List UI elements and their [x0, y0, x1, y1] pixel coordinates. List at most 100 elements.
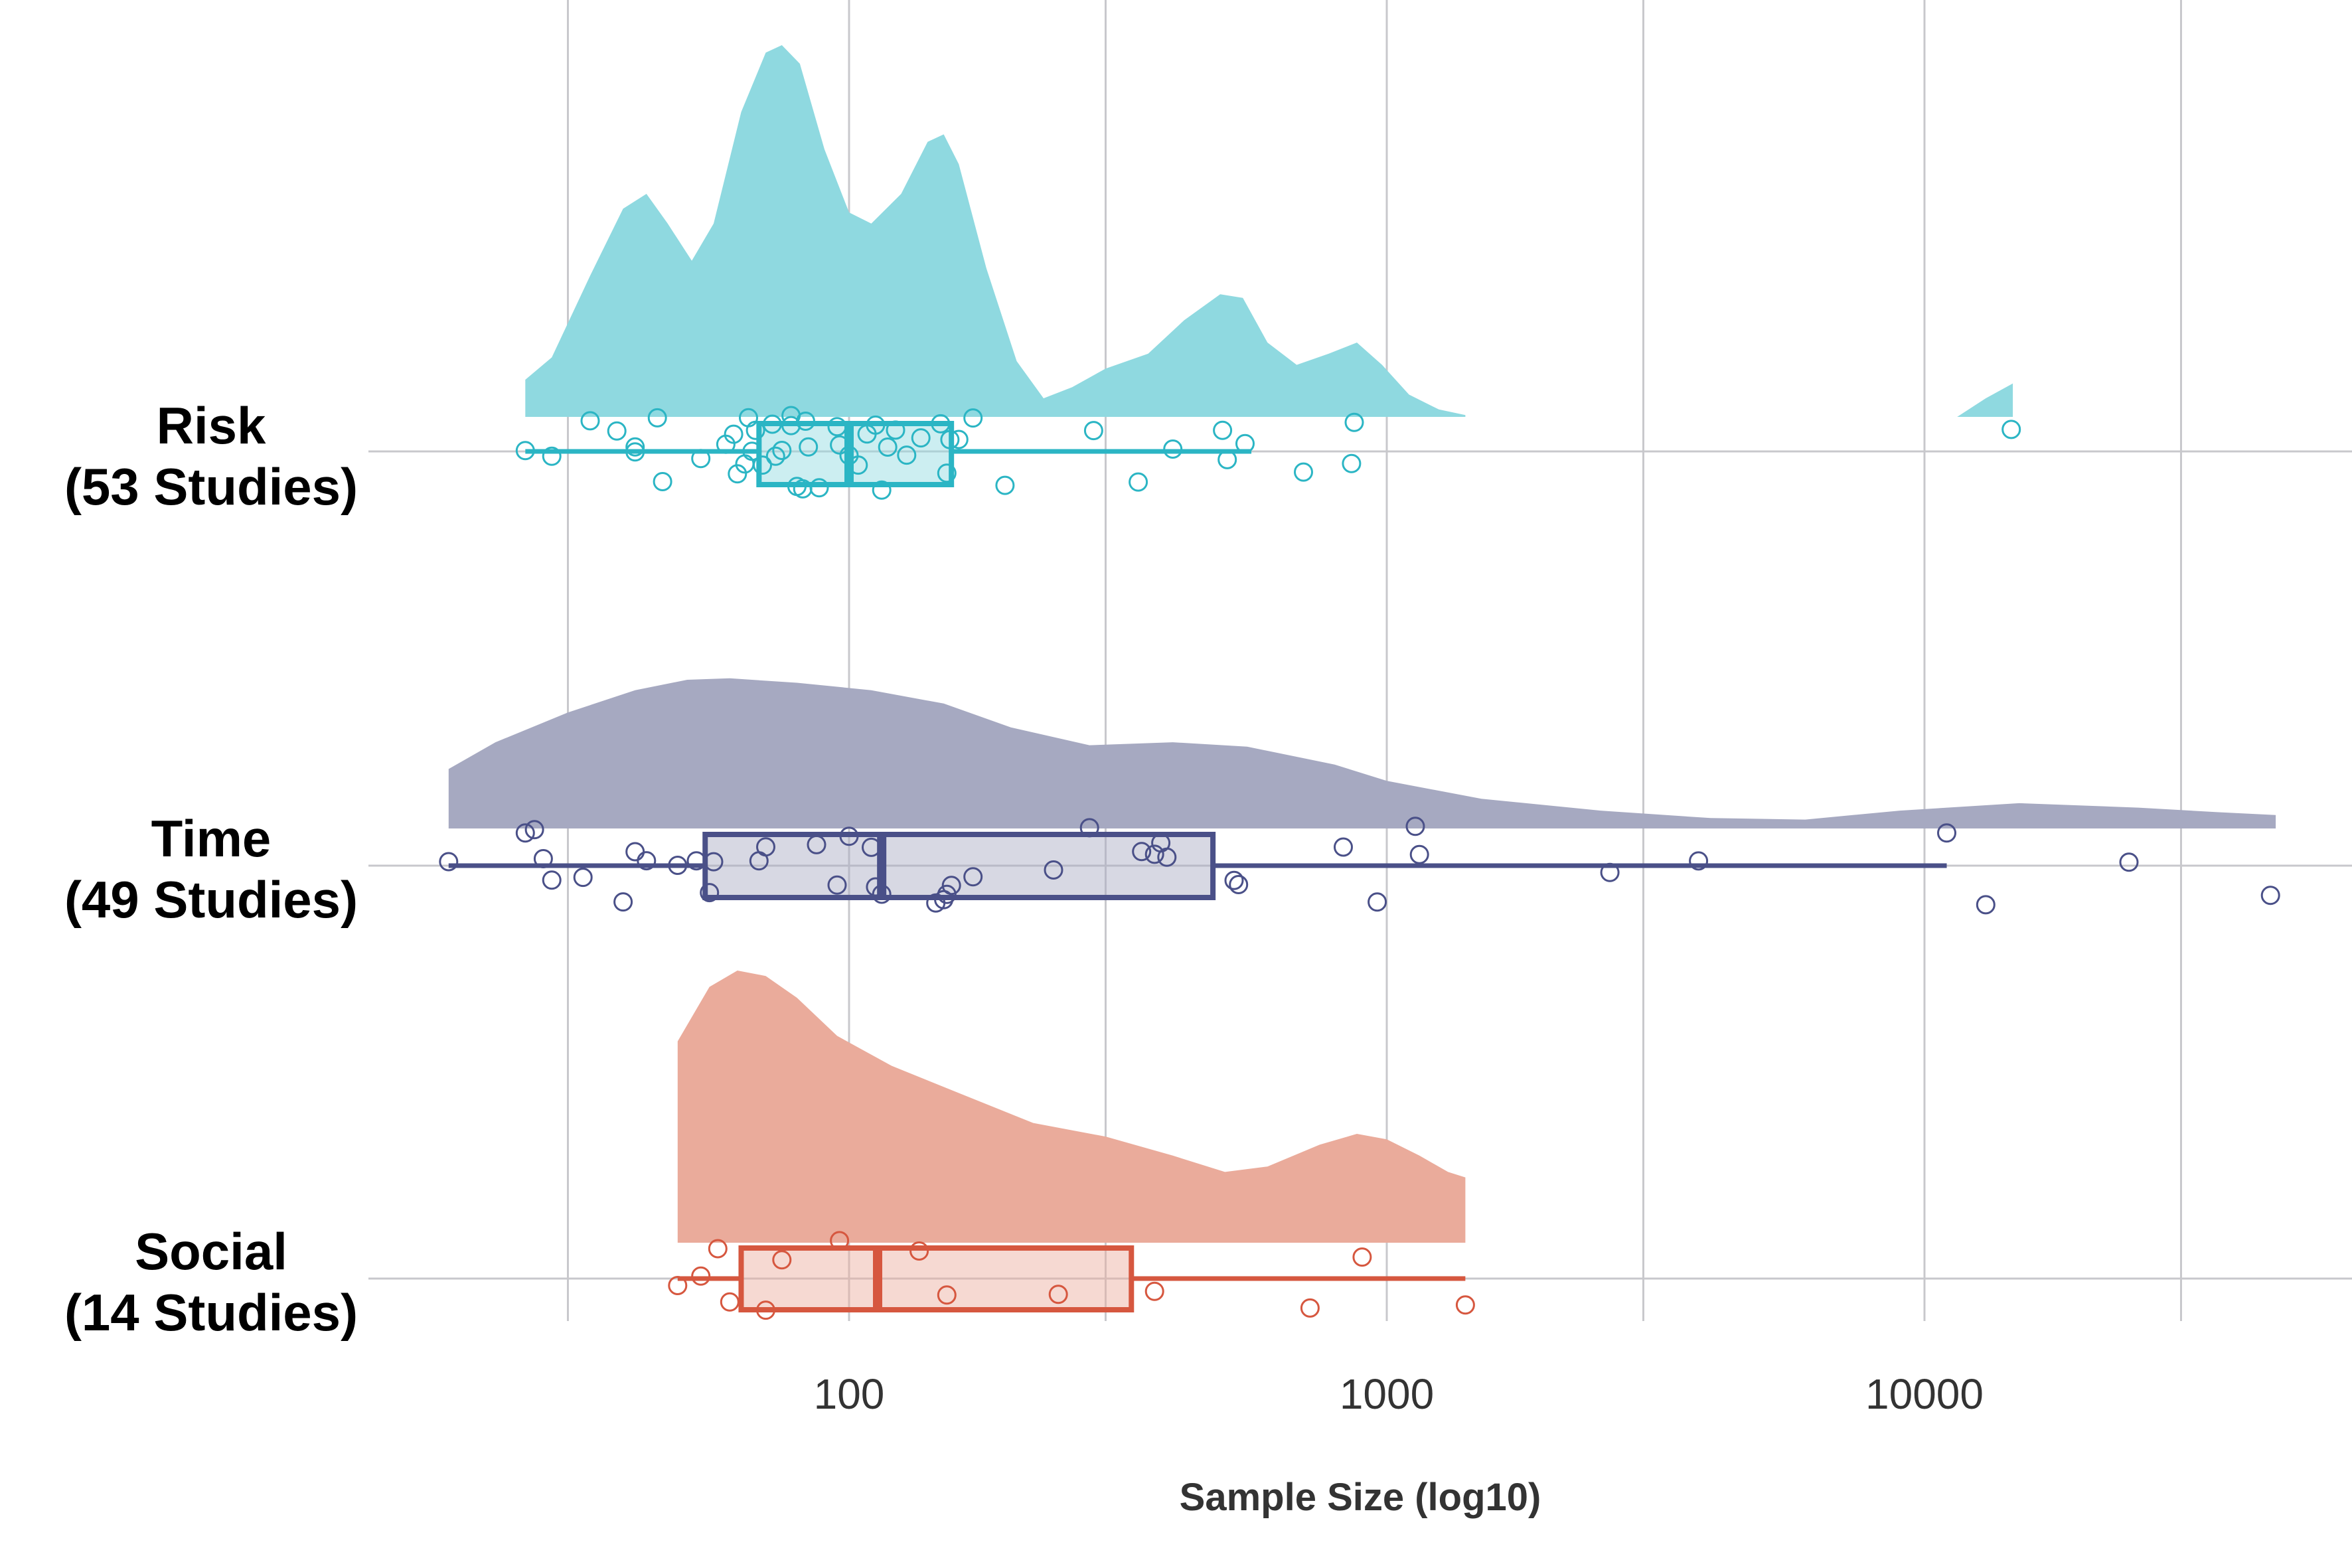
point-risk-5 — [625, 442, 645, 462]
point-social-12 — [1352, 1247, 1372, 1267]
point-time-29 — [1144, 844, 1164, 864]
point-time-24 — [941, 876, 961, 896]
point-risk-51 — [1342, 453, 1362, 473]
point-time-43 — [2260, 886, 2280, 905]
x-axis-title: Sample Size (log10) — [1180, 1476, 1541, 1519]
x-tick-label-100: 100 — [814, 1370, 885, 1418]
point-risk-4 — [625, 437, 645, 457]
point-risk-11 — [728, 464, 747, 484]
point-risk-53 — [2001, 420, 2021, 439]
point-layer — [439, 406, 2280, 1320]
point-risk-38 — [931, 414, 951, 433]
x-tick-label-1000: 1000 — [1340, 1370, 1434, 1418]
point-time-17 — [839, 826, 859, 846]
point-time-25 — [963, 867, 983, 887]
density-layer — [448, 45, 2276, 1243]
point-risk-36 — [897, 445, 917, 465]
point-risk-24 — [796, 412, 815, 431]
label-layer: 100 1000 10000 Risk(53 Studies) Time(49 Stud… — [64, 396, 1984, 1418]
category-count-social: (14 Studies) — [64, 1283, 358, 1342]
point-social-9 — [1048, 1285, 1068, 1304]
point-time-0 — [439, 852, 459, 872]
point-risk-20 — [781, 416, 801, 435]
point-social-8 — [937, 1285, 957, 1305]
point-time-40 — [1937, 823, 1956, 843]
point-risk-7 — [653, 472, 672, 491]
density-tail-risk — [1957, 383, 2013, 417]
point-risk-0 — [515, 441, 535, 461]
point-risk-14 — [742, 441, 762, 461]
point-time-36 — [1405, 817, 1425, 836]
point-time-12 — [704, 852, 724, 872]
point-risk-28 — [830, 435, 850, 455]
category-count-time: (49 Studies) — [64, 870, 358, 929]
point-time-11 — [700, 883, 720, 903]
point-time-31 — [1157, 847, 1177, 867]
point-risk-2 — [580, 411, 600, 431]
point-time-5 — [573, 868, 593, 888]
point-risk-45 — [1129, 472, 1148, 492]
point-time-2 — [524, 820, 544, 840]
point-risk-18 — [765, 446, 785, 466]
point-time-39 — [1689, 851, 1709, 871]
point-time-6 — [613, 892, 633, 912]
point-social-11 — [1300, 1298, 1320, 1318]
point-time-1 — [515, 823, 535, 843]
point-risk-16 — [753, 455, 772, 475]
point-risk-26 — [809, 478, 829, 498]
point-time-8 — [637, 851, 657, 871]
point-social-13 — [1455, 1295, 1475, 1315]
point-time-32 — [1224, 870, 1244, 890]
point-time-3 — [533, 849, 553, 868]
point-risk-25 — [799, 437, 819, 457]
point-risk-50 — [1294, 462, 1313, 482]
box-social — [738, 1245, 1135, 1312]
category-label-time: Time — [151, 809, 272, 868]
point-time-14 — [756, 837, 775, 857]
density-risk — [525, 45, 1466, 417]
point-risk-32 — [866, 415, 886, 435]
point-time-15 — [807, 834, 826, 854]
point-time-4 — [542, 870, 562, 890]
point-time-34 — [1334, 837, 1353, 857]
point-time-28 — [1132, 842, 1152, 862]
grid-layer — [368, 0, 2352, 1321]
point-risk-44 — [1083, 421, 1103, 441]
point-time-16 — [827, 875, 847, 895]
point-risk-8 — [691, 449, 711, 469]
point-risk-40 — [940, 430, 960, 449]
point-risk-41 — [949, 430, 969, 449]
point-time-38 — [1600, 862, 1620, 882]
point-time-33 — [1229, 875, 1249, 894]
point-time-42 — [2119, 852, 2139, 872]
point-time-23 — [937, 884, 957, 904]
point-risk-37 — [911, 428, 931, 448]
point-risk-48 — [1217, 449, 1237, 469]
point-time-18 — [862, 837, 881, 857]
point-risk-33 — [872, 480, 892, 500]
point-risk-47 — [1213, 420, 1233, 440]
point-social-0 — [668, 1276, 688, 1295]
point-risk-10 — [724, 424, 744, 444]
point-risk-15 — [745, 420, 765, 440]
point-risk-43 — [995, 475, 1015, 495]
point-social-7 — [909, 1241, 929, 1261]
point-risk-17 — [762, 414, 782, 434]
point-risk-3 — [607, 421, 627, 441]
box-layer — [448, 421, 1947, 1312]
point-time-9 — [668, 856, 688, 875]
point-risk-27 — [827, 417, 847, 437]
point-time-7 — [625, 842, 645, 862]
point-social-3 — [720, 1292, 740, 1312]
point-social-2 — [708, 1239, 728, 1259]
point-risk-1 — [542, 446, 562, 466]
point-risk-30 — [848, 455, 868, 475]
point-risk-34 — [878, 437, 898, 457]
category-label-risk: Risk — [157, 396, 266, 455]
point-risk-35 — [886, 420, 905, 440]
point-risk-49 — [1235, 433, 1255, 453]
point-social-4 — [756, 1300, 775, 1320]
density-social — [677, 971, 1466, 1243]
